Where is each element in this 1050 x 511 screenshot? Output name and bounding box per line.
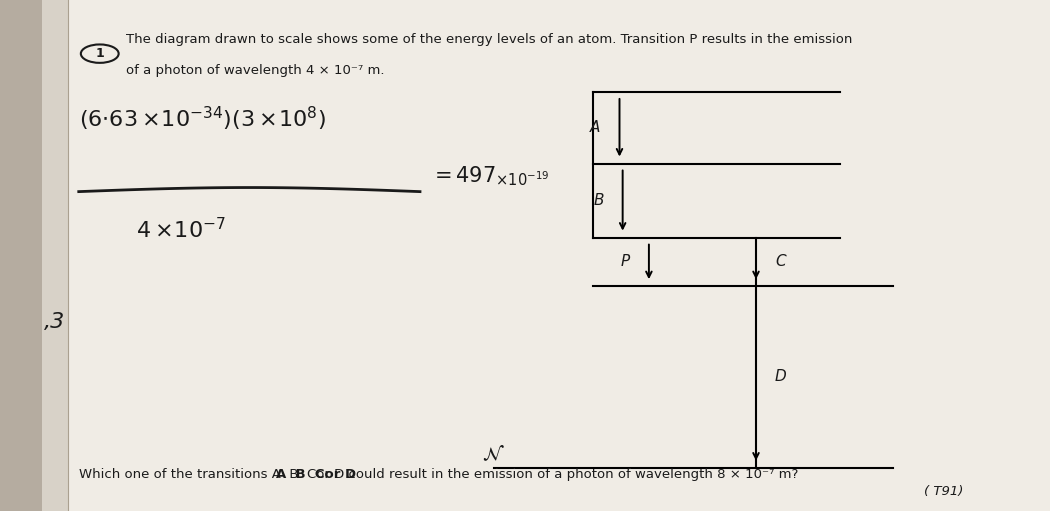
Text: B: B	[593, 193, 604, 208]
Text: ,3: ,3	[44, 312, 65, 332]
Text: $4\times\!10^{-7}$: $4\times\!10^{-7}$	[136, 217, 227, 242]
Text: The diagram drawn to scale shows some of the energy levels of an atom. Transitio: The diagram drawn to scale shows some of…	[126, 33, 853, 46]
Text: $= 497_{\times10^{-19}}$: $= 497_{\times10^{-19}}$	[430, 165, 550, 188]
Bar	[42, 0, 68, 511]
Text: ( T91): ( T91)	[924, 485, 964, 498]
Text: P: P	[621, 254, 630, 269]
Text: $(6{\cdot}63\times\!10^{-34})(3\times\!10^{8})$: $(6{\cdot}63\times\!10^{-34})(3\times\!1…	[79, 105, 326, 133]
Text: C: C	[775, 254, 785, 269]
Text: Which one of the transitions ​A  B  C​or D could result in the emission of a pho: Which one of the transitions ​A B C​or D…	[79, 468, 798, 480]
Text: of a photon of wavelength 4 × 10⁻⁷ m.: of a photon of wavelength 4 × 10⁻⁷ m.	[126, 64, 384, 77]
Text: $\mathcal{N}$: $\mathcal{N}$	[482, 445, 505, 464]
Text: A  B  Cor D: A B Cor D	[276, 468, 356, 480]
Text: D: D	[775, 369, 786, 384]
Text: A: A	[590, 120, 601, 135]
Text: 1: 1	[96, 47, 104, 60]
